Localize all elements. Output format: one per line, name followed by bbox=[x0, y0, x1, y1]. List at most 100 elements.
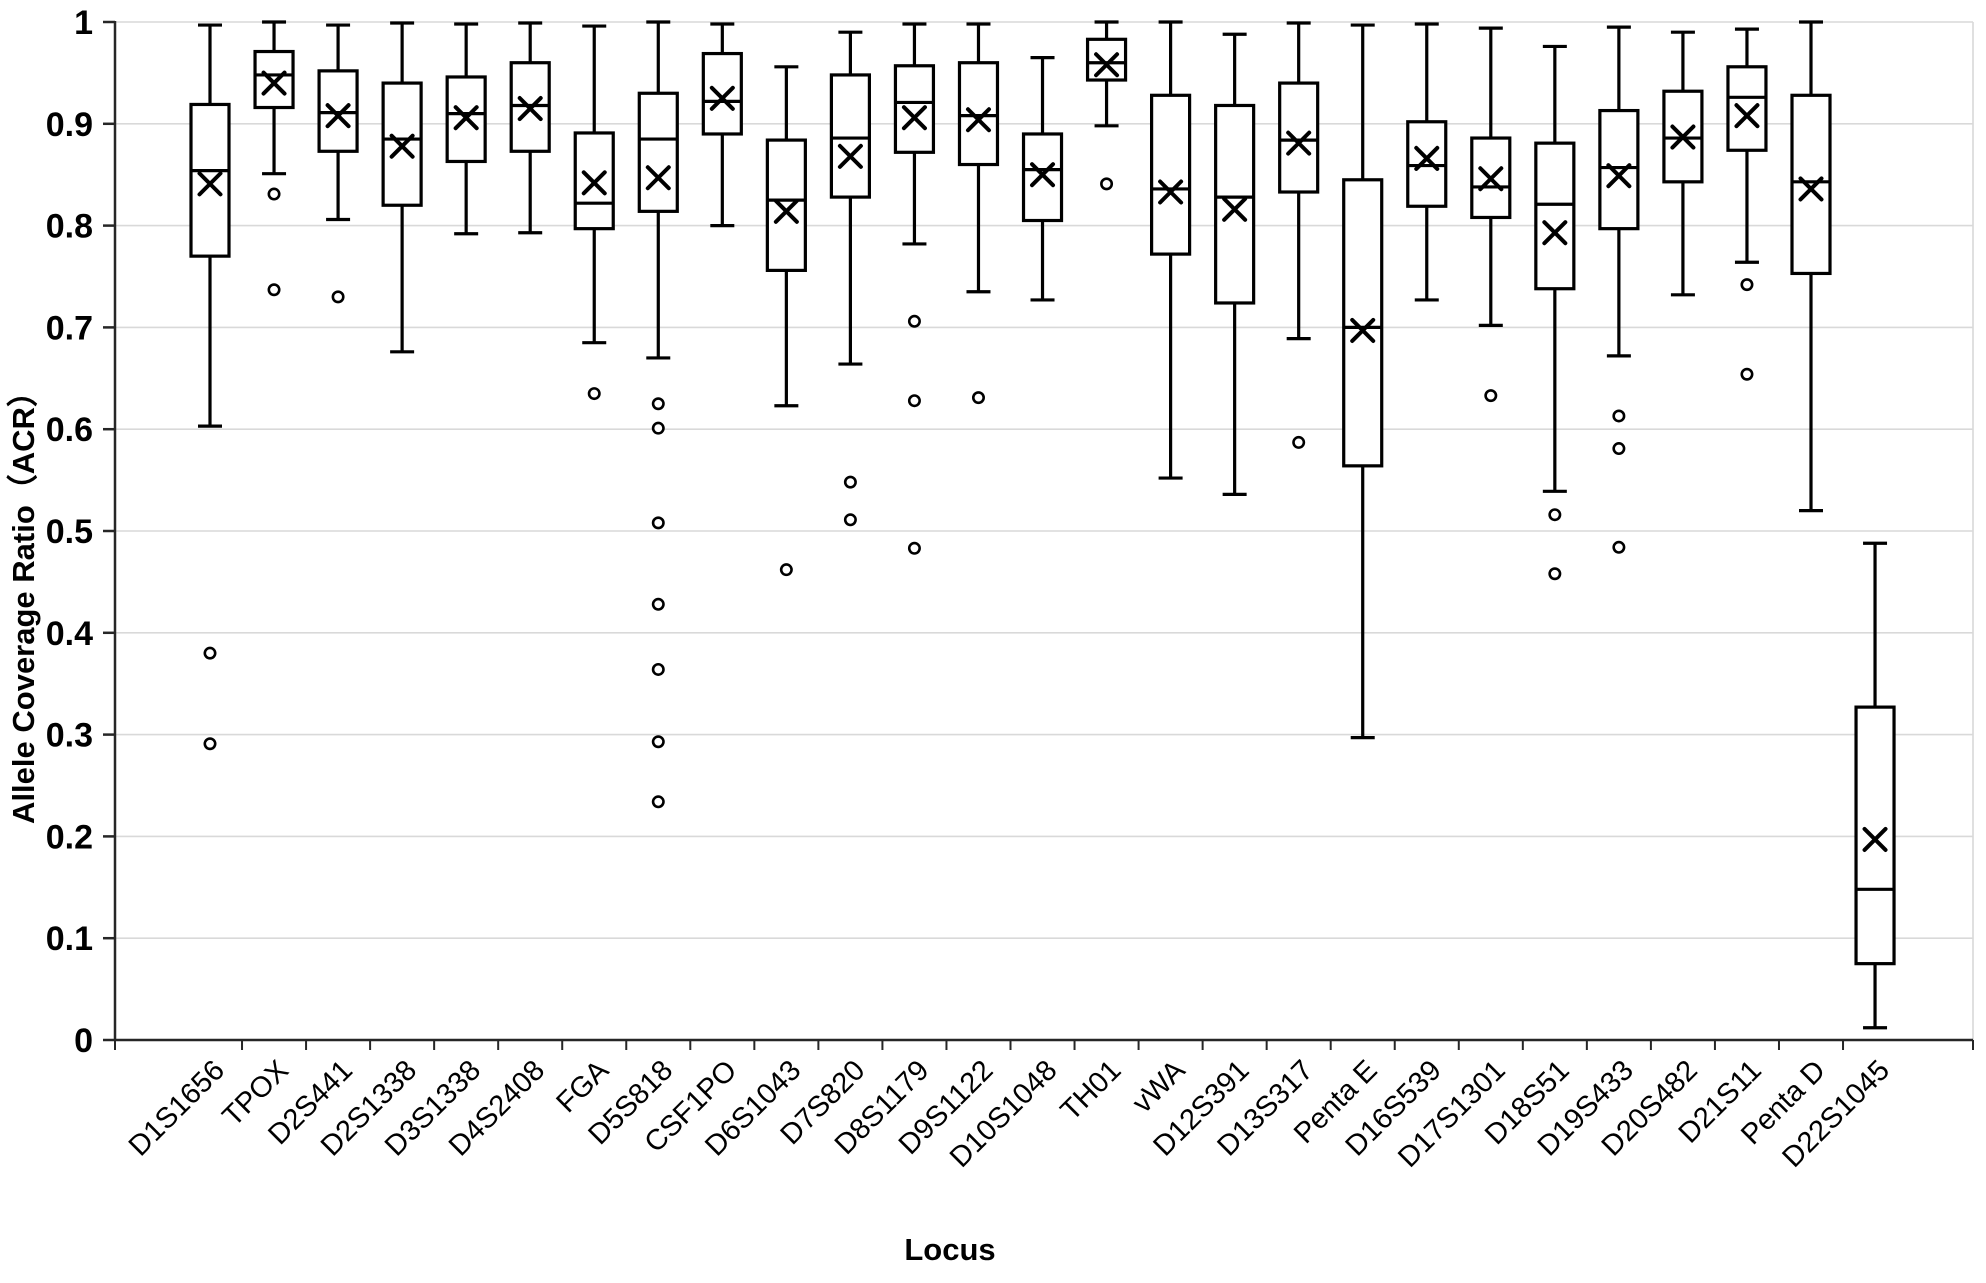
iqr-box bbox=[701, 51, 743, 136]
outlier-point bbox=[267, 283, 281, 297]
y-tick-label: 0.6 bbox=[46, 411, 93, 449]
y-tick-label: 0 bbox=[74, 1022, 93, 1060]
box-plot-csf1po bbox=[701, 22, 743, 228]
box-plot-d5s818 bbox=[637, 20, 679, 809]
mean-x-marker bbox=[901, 105, 927, 131]
y-tick-label: 0.4 bbox=[46, 615, 93, 653]
y-tick-label: 0.7 bbox=[46, 309, 93, 347]
box-plot-d16s539 bbox=[1406, 22, 1448, 302]
box-plot-d18s51 bbox=[1534, 44, 1576, 581]
x-axis-title: Locus bbox=[904, 1232, 995, 1267]
x-category-label: TH01 bbox=[1055, 1054, 1128, 1127]
mean-x-marker bbox=[453, 105, 479, 131]
iqr-box bbox=[1149, 93, 1192, 256]
outlier-point bbox=[587, 387, 601, 401]
mean-x-marker bbox=[773, 198, 799, 224]
iqr-box bbox=[189, 102, 231, 258]
mean-x-marker bbox=[197, 171, 223, 197]
mean-x-marker bbox=[965, 107, 991, 133]
outlier-point bbox=[971, 391, 985, 405]
mean-x-marker bbox=[645, 165, 671, 191]
outlier-point bbox=[843, 475, 857, 489]
iqr-box bbox=[253, 49, 295, 110]
mean-x-marker bbox=[389, 133, 415, 159]
x-category-label: D1S1656 bbox=[123, 1054, 231, 1162]
outlier-point bbox=[1484, 389, 1498, 403]
box-plot-d17s1301 bbox=[1470, 26, 1512, 403]
box-plot-d12s391 bbox=[1214, 32, 1256, 496]
mean-x-marker bbox=[837, 143, 863, 169]
box-plot-th01 bbox=[1085, 20, 1128, 191]
outlier-point bbox=[267, 187, 281, 201]
outlier-point bbox=[907, 314, 921, 328]
outlier-point bbox=[1548, 567, 1562, 581]
iqr-box bbox=[893, 64, 936, 154]
outlier-point bbox=[1740, 367, 1754, 381]
outlier-point bbox=[203, 646, 217, 660]
mean-x-marker bbox=[517, 96, 543, 122]
outlier-point bbox=[1548, 508, 1562, 522]
box-plot-d1s1656 bbox=[189, 23, 231, 751]
box-plot-vwa bbox=[1149, 20, 1192, 480]
outlier-point bbox=[1100, 177, 1114, 191]
iqr-box bbox=[1214, 103, 1256, 305]
iqr-box bbox=[1790, 93, 1832, 276]
y-tick-label: 0.9 bbox=[46, 106, 93, 144]
iqr-box bbox=[829, 73, 872, 199]
outlier-point bbox=[203, 737, 217, 751]
mean-x-marker bbox=[709, 85, 735, 111]
box-plot-d2s1338 bbox=[381, 21, 423, 354]
iqr-box bbox=[1854, 705, 1896, 966]
outlier-point bbox=[651, 397, 665, 411]
mean-x-marker bbox=[1094, 52, 1120, 78]
y-tick-label: 1 bbox=[74, 4, 93, 42]
outlier-point bbox=[651, 735, 665, 749]
box-plot-fga bbox=[573, 24, 615, 401]
box-plot-d2s441 bbox=[317, 23, 359, 304]
iqr-box bbox=[1598, 108, 1640, 231]
iqr-box bbox=[1278, 81, 1320, 194]
iqr-box bbox=[637, 91, 679, 213]
mean-x-marker bbox=[1222, 196, 1248, 222]
box-plot-d6s1043 bbox=[765, 65, 807, 577]
box-plot-d13s317 bbox=[1278, 21, 1320, 449]
mean-x-marker bbox=[1158, 179, 1184, 205]
box-plot-d19s433 bbox=[1598, 25, 1640, 554]
box-plot-d10s1048 bbox=[1021, 56, 1064, 302]
mean-x-marker bbox=[1862, 826, 1888, 852]
box-plot-d3s1338 bbox=[445, 22, 487, 236]
outlier-point bbox=[1612, 442, 1626, 456]
outlier-point bbox=[651, 662, 665, 676]
box-plot-d22s1045 bbox=[1854, 541, 1896, 1030]
outlier-point bbox=[651, 421, 665, 435]
outlier-point bbox=[907, 394, 921, 408]
y-tick-label: 0.3 bbox=[46, 717, 93, 755]
y-tick-label: 0.1 bbox=[46, 920, 93, 958]
box-plot-d4s2408 bbox=[509, 21, 551, 235]
iqr-box bbox=[1534, 141, 1576, 291]
y-tick-label: 0.2 bbox=[46, 818, 93, 856]
box-plot-d7s820 bbox=[829, 30, 872, 527]
outlier-point bbox=[651, 516, 665, 530]
y-axis-title: Allele Coverage Ratio（ACR） bbox=[6, 376, 41, 824]
mean-x-marker bbox=[1542, 220, 1568, 246]
mean-x-marker bbox=[261, 70, 287, 96]
iqr-box bbox=[1342, 178, 1384, 468]
outlier-point bbox=[1612, 540, 1626, 554]
outlier-point bbox=[779, 563, 793, 577]
mean-x-marker bbox=[1670, 124, 1696, 150]
mean-x-marker bbox=[581, 170, 607, 196]
outlier-point bbox=[651, 795, 665, 809]
mean-x-marker bbox=[1350, 317, 1376, 343]
outlier-point bbox=[1612, 409, 1626, 423]
iqr-box bbox=[765, 138, 807, 272]
outlier-point bbox=[331, 290, 345, 304]
iqr-box bbox=[1085, 37, 1128, 82]
mean-x-marker bbox=[1798, 176, 1824, 202]
mean-x-marker bbox=[1030, 162, 1056, 188]
outlier-point bbox=[907, 541, 921, 555]
mean-x-marker bbox=[325, 103, 351, 129]
box-plot-penta-d bbox=[1790, 20, 1832, 513]
y-tick-label: 0.8 bbox=[46, 208, 93, 246]
box-plot-d20s482 bbox=[1662, 30, 1704, 297]
